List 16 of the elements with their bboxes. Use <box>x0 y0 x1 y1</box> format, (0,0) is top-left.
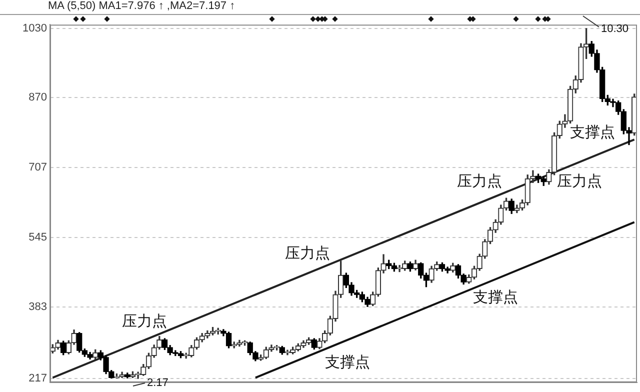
chart-title: MA (5,50) MA1=7.976 ↑ ,MA2=7.197 ↑ <box>0 0 640 15</box>
y-tick-label: 383 <box>28 301 47 314</box>
y-tick-label: 545 <box>28 231 47 244</box>
y-tick-label: 707 <box>28 162 47 174</box>
annotation: 压力点 <box>122 312 167 330</box>
annotation: 压力点 <box>557 172 602 190</box>
annotation: 压力点 <box>457 172 502 190</box>
y-tick-label: 217 <box>28 372 47 385</box>
annotation: 10.30 <box>601 23 629 36</box>
annotation: 支撑点 <box>325 352 370 371</box>
annotation: 支撑点 <box>473 288 518 306</box>
y-tick-label: 870 <box>28 91 47 104</box>
annotation: 压力点 <box>285 244 330 262</box>
y-tick-label: 1030 <box>22 22 47 35</box>
annotation: 2.17 <box>147 377 168 390</box>
annotation: 支撑点 <box>570 122 615 141</box>
